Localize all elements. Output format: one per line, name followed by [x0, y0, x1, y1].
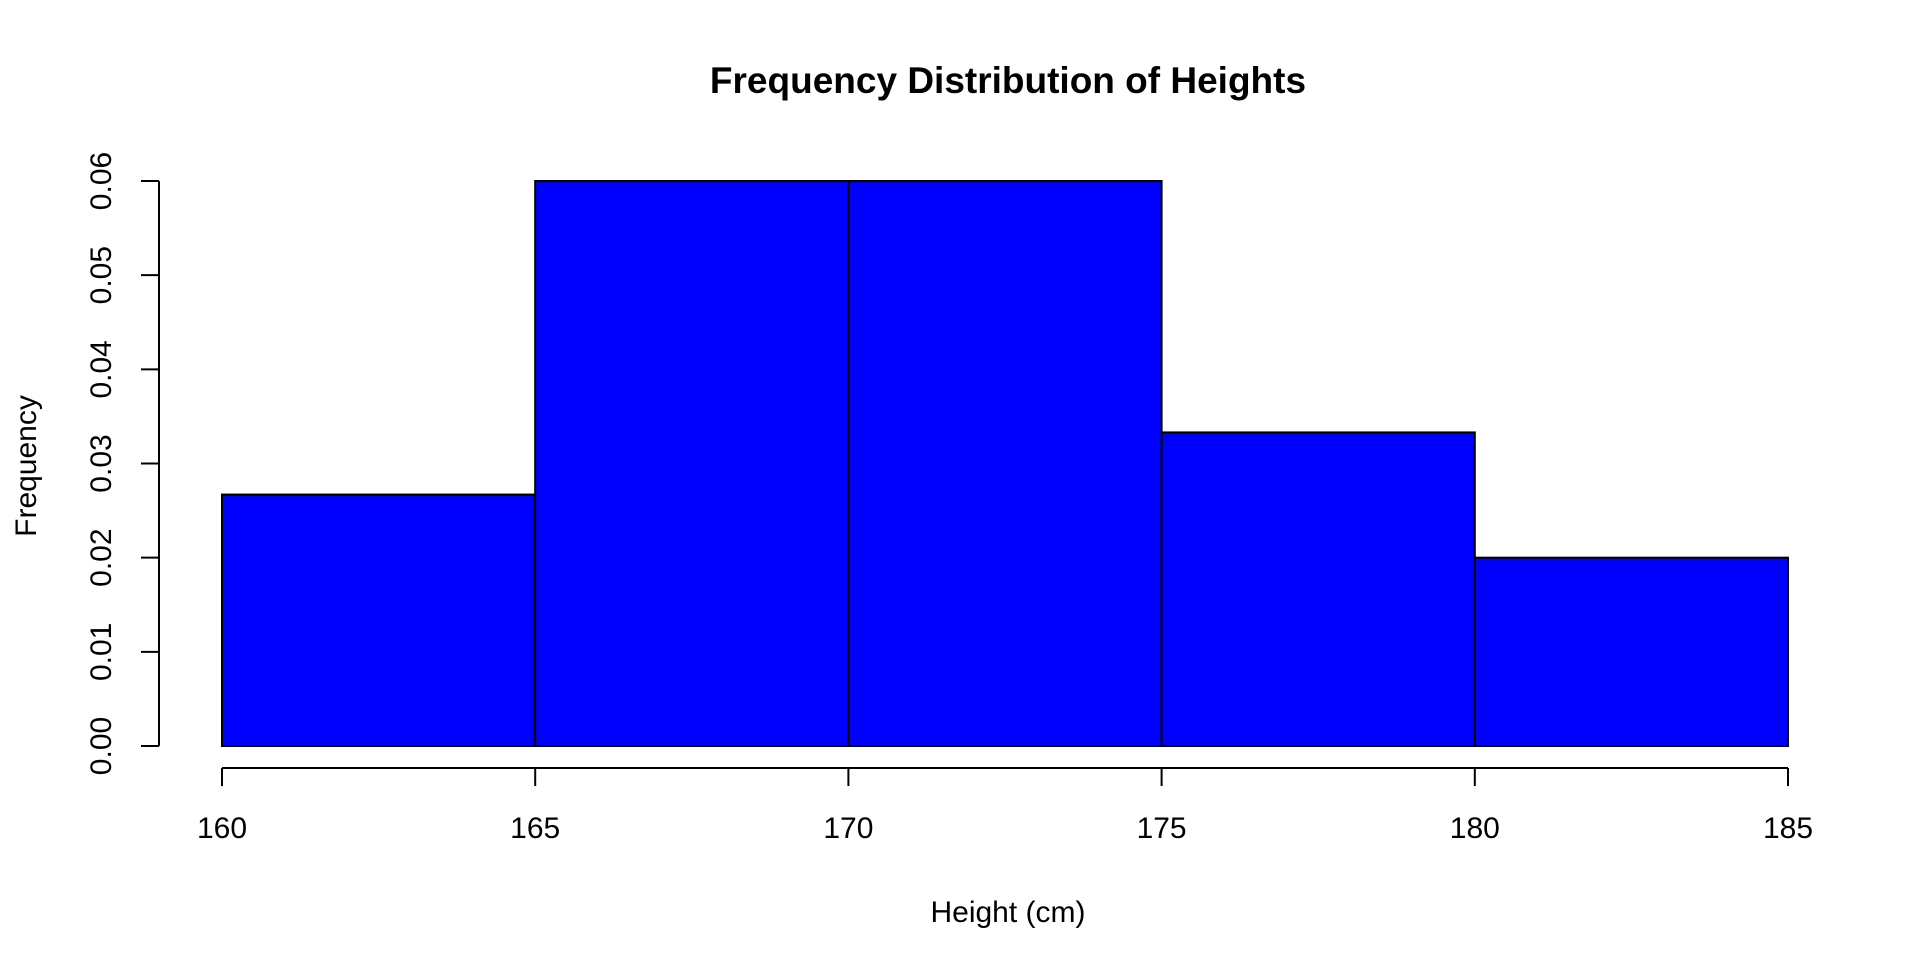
x-tick-label: 185: [1763, 812, 1813, 845]
x-axis: 160 165 170 175 180 185: [197, 767, 1813, 845]
x-tick-label: 180: [1450, 812, 1500, 845]
x-tick-label: 165: [510, 812, 560, 845]
y-axis: 0.00 0.01 0.02 0.03 0.04 0.05 0.06: [85, 152, 160, 775]
x-tick-label: 170: [823, 812, 873, 845]
x-axis-label: Height (cm): [930, 896, 1085, 929]
y-tick-label: 0.03: [85, 434, 118, 492]
y-tick-label: 0.00: [85, 717, 118, 775]
chart-title: Frequency Distribution of Heights: [710, 60, 1306, 101]
y-tick-label: 0.02: [85, 528, 118, 586]
histogram-bar-3: [847, 180, 1163, 747]
histogram-bar-4: [1160, 431, 1476, 747]
histogram-bar-5: [1473, 556, 1790, 748]
bars-group: [221, 180, 1790, 748]
y-axis-label: Frequency: [10, 395, 43, 537]
histogram-bar-1: [221, 493, 537, 748]
x-tick-label: 175: [1137, 812, 1187, 845]
histogram-bar-2: [534, 180, 850, 747]
y-tick-label: 0.04: [85, 340, 118, 398]
y-tick-label: 0.05: [85, 246, 118, 304]
y-tick-label: 0.01: [85, 623, 118, 681]
x-tick-label: 160: [197, 812, 247, 845]
y-tick-label: 0.06: [85, 152, 118, 210]
